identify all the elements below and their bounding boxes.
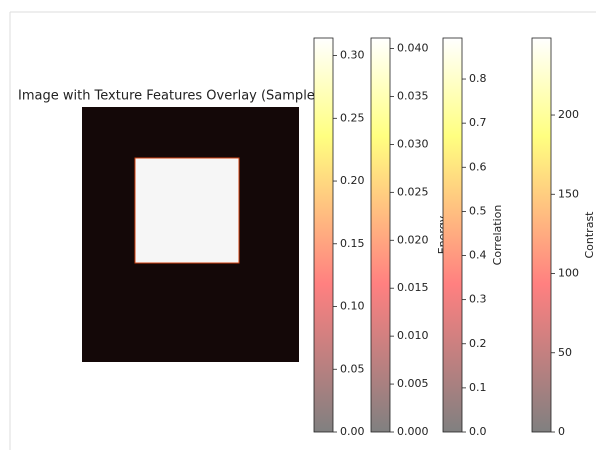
tick-label: 0.030: [397, 137, 429, 150]
colorbar: [532, 38, 551, 432]
tick-label: 0.5: [469, 204, 487, 217]
overlay-region: [135, 158, 239, 263]
tick-label: 0.4: [469, 249, 487, 262]
tick-label: 0.00: [340, 425, 365, 438]
colorbar-label: Contrast: [583, 211, 596, 259]
tick-label: 0.040: [397, 42, 429, 55]
tick-label: 0.035: [397, 89, 429, 102]
colorbar: [314, 38, 333, 432]
tick-label: 0.25: [340, 111, 365, 124]
tick-label: 0.1: [469, 381, 487, 394]
colorbar-label: Correlation: [491, 205, 504, 266]
tick-label: 0.10: [340, 300, 365, 313]
tick-label: 0.025: [397, 185, 429, 198]
tick-label: 0.15: [340, 237, 365, 250]
tick-label: 0.6: [469, 160, 487, 173]
chart-title: Image with Texture Features Overlay (Sam…: [18, 89, 332, 104]
tick-label: 0.010: [397, 329, 429, 342]
tick-label: 50: [558, 346, 572, 359]
tick-label: 0.0: [469, 425, 487, 438]
tick-label: 200: [558, 108, 579, 121]
tick-label: 0.005: [397, 377, 429, 390]
tick-label: 100: [558, 267, 579, 280]
tick-label: 0.3: [469, 293, 487, 306]
tick-label: 0.000: [397, 425, 429, 438]
colorbar: [443, 38, 462, 432]
tick-label: 0.015: [397, 281, 429, 294]
tick-label: 0.7: [469, 116, 487, 129]
figure: Image with Texture Features Overlay (Sam…: [0, 0, 596, 450]
tick-label: 150: [558, 187, 579, 200]
tick-label: 0.30: [340, 49, 365, 62]
tick-label: 0.05: [340, 362, 365, 375]
tick-label: 0.8: [469, 72, 487, 85]
tick-label: 0.020: [397, 233, 429, 246]
tick-label: 0: [558, 425, 565, 438]
tick-label: 0.2: [469, 337, 487, 350]
tick-label: 0.20: [340, 174, 365, 187]
colorbar: [371, 38, 390, 432]
